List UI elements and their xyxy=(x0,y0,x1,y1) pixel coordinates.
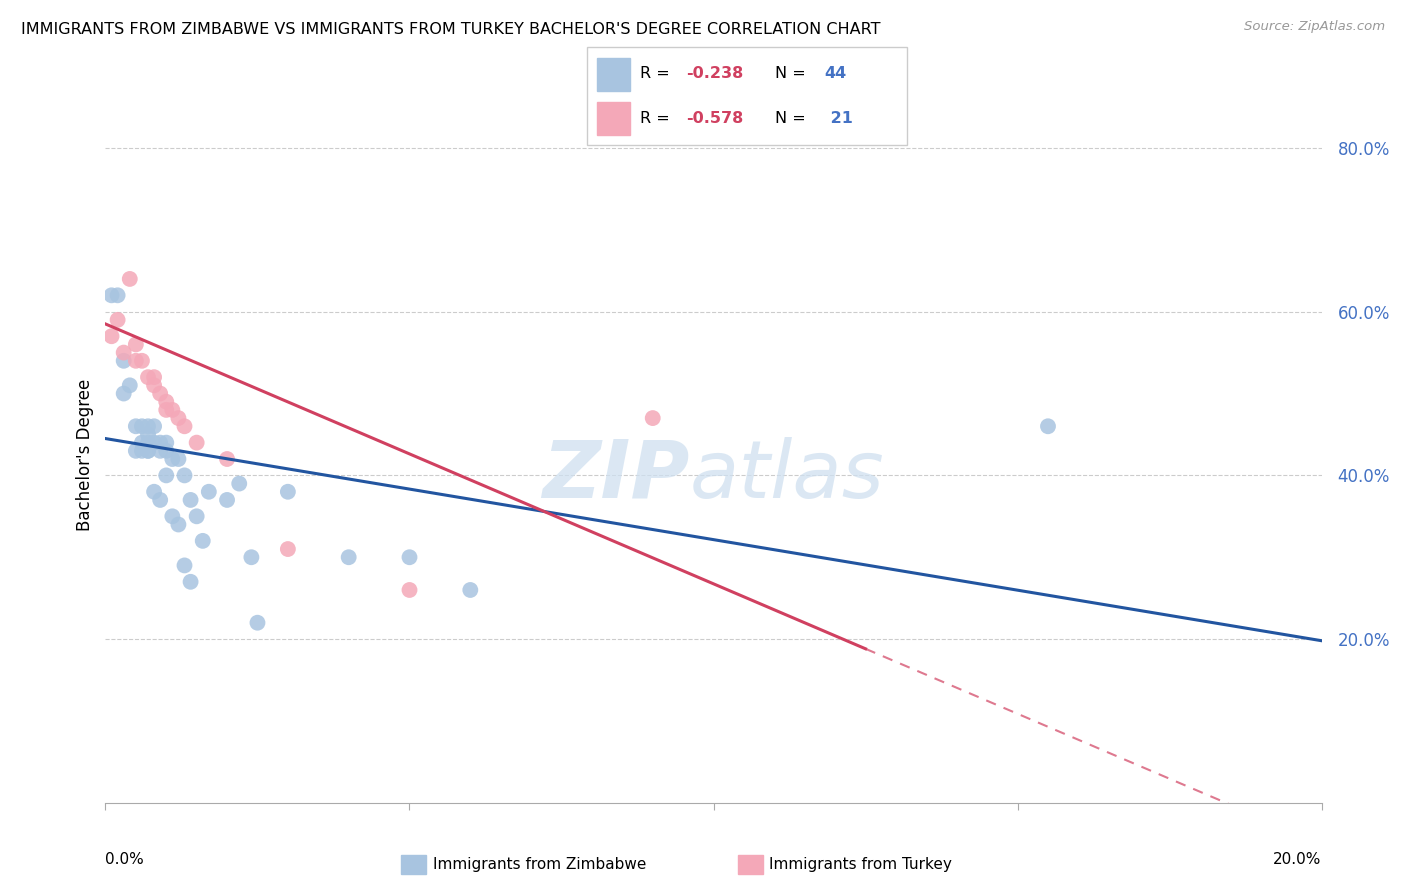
Text: 20.0%: 20.0% xyxy=(1274,852,1322,866)
Point xyxy=(398,582,420,597)
Point xyxy=(155,443,177,458)
Point xyxy=(186,435,208,450)
Point xyxy=(143,419,166,434)
Point xyxy=(198,484,221,499)
Point xyxy=(217,492,239,507)
Point xyxy=(1036,419,1059,434)
Point xyxy=(155,394,177,409)
Point xyxy=(155,403,177,417)
Text: ZIP: ZIP xyxy=(541,437,689,515)
Point xyxy=(112,386,135,401)
Point xyxy=(125,337,148,351)
Text: R =: R = xyxy=(640,111,675,126)
Point xyxy=(100,288,122,302)
Point xyxy=(246,615,269,630)
Bar xyxy=(401,855,426,874)
Point xyxy=(136,443,159,458)
Bar xyxy=(596,58,630,91)
Point xyxy=(112,353,135,368)
Text: -0.578: -0.578 xyxy=(686,111,744,126)
Point xyxy=(125,353,148,368)
FancyBboxPatch shape xyxy=(586,46,907,145)
Point xyxy=(458,582,481,597)
Point xyxy=(641,411,664,425)
Point xyxy=(277,484,299,499)
Point xyxy=(180,492,202,507)
Text: 44: 44 xyxy=(825,66,846,81)
Point xyxy=(136,443,159,458)
Point xyxy=(228,476,250,491)
Point xyxy=(167,517,190,532)
Point xyxy=(149,435,172,450)
Text: Source: ZipAtlas.com: Source: ZipAtlas.com xyxy=(1244,20,1385,33)
Point xyxy=(143,484,166,499)
Point xyxy=(131,419,153,434)
Point xyxy=(143,378,166,392)
Text: -0.238: -0.238 xyxy=(686,66,744,81)
Point xyxy=(125,419,148,434)
Point xyxy=(112,345,135,359)
Text: R =: R = xyxy=(640,66,675,81)
Point xyxy=(131,443,153,458)
Text: atlas: atlas xyxy=(689,437,884,515)
Point xyxy=(173,419,195,434)
Point xyxy=(155,468,177,483)
Point xyxy=(118,272,141,286)
Text: Immigrants from Turkey: Immigrants from Turkey xyxy=(769,857,952,871)
Text: 0.0%: 0.0% xyxy=(105,852,145,866)
Point xyxy=(162,509,184,524)
Point xyxy=(131,435,153,450)
Point xyxy=(136,427,159,442)
Point xyxy=(240,550,263,565)
Point xyxy=(149,443,172,458)
Point xyxy=(149,492,172,507)
Point xyxy=(136,370,159,384)
Text: N =: N = xyxy=(775,66,811,81)
Point xyxy=(167,452,190,467)
Point xyxy=(125,443,148,458)
Point xyxy=(100,329,122,343)
Point xyxy=(162,452,184,467)
Point xyxy=(277,542,299,557)
Point xyxy=(191,533,214,548)
Point xyxy=(186,509,208,524)
Point xyxy=(155,435,177,450)
Point xyxy=(173,558,195,573)
Point xyxy=(107,313,129,327)
Point xyxy=(167,411,190,425)
Point xyxy=(398,550,420,565)
Point xyxy=(149,386,172,401)
Point xyxy=(143,370,166,384)
Y-axis label: Bachelor's Degree: Bachelor's Degree xyxy=(76,379,94,531)
Point xyxy=(173,468,195,483)
Point xyxy=(131,353,153,368)
Point xyxy=(143,435,166,450)
Point xyxy=(107,288,129,302)
Text: N =: N = xyxy=(775,111,811,126)
Point xyxy=(136,435,159,450)
Point xyxy=(180,574,202,589)
Text: Immigrants from Zimbabwe: Immigrants from Zimbabwe xyxy=(433,857,647,871)
Point xyxy=(162,403,184,417)
Point xyxy=(136,419,159,434)
Point xyxy=(337,550,360,565)
Text: 21: 21 xyxy=(825,111,852,126)
Bar xyxy=(596,102,630,135)
Text: IMMIGRANTS FROM ZIMBABWE VS IMMIGRANTS FROM TURKEY BACHELOR'S DEGREE CORRELATION: IMMIGRANTS FROM ZIMBABWE VS IMMIGRANTS F… xyxy=(21,22,880,37)
Bar xyxy=(738,855,763,874)
Point xyxy=(118,378,141,392)
Point xyxy=(217,452,239,467)
